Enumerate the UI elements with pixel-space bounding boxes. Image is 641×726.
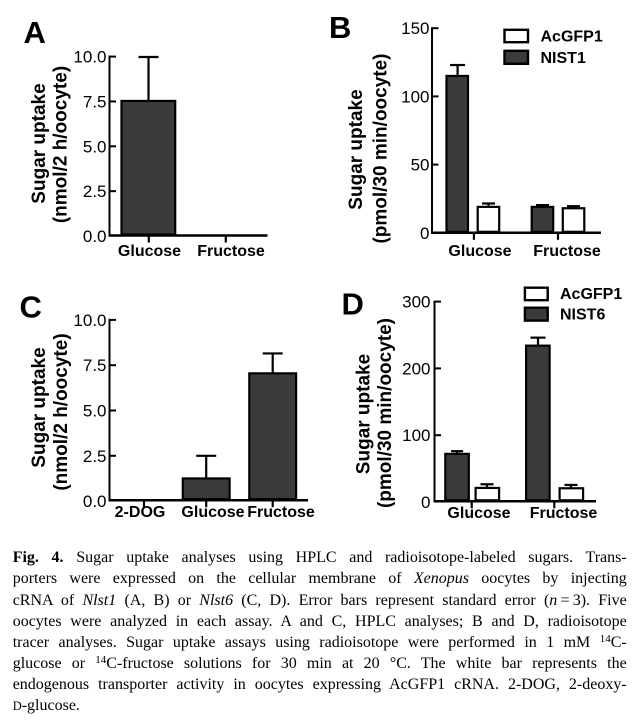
svg-text:200: 200 xyxy=(402,359,430,378)
svg-text:AcGFP1: AcGFP1 xyxy=(560,286,622,303)
svg-text:Sugar uptake: Sugar uptake xyxy=(29,347,50,467)
svg-text:Fructose: Fructose xyxy=(530,505,598,522)
svg-text:AcGFP1: AcGFP1 xyxy=(541,28,603,45)
svg-text:Fructose: Fructose xyxy=(533,243,601,260)
svg-text:Fructose: Fructose xyxy=(197,243,265,260)
svg-text:0.0: 0.0 xyxy=(83,492,107,511)
svg-text:2.5: 2.5 xyxy=(83,182,107,201)
svg-text:(pmol/30 min/oocyte): (pmol/30 min/oocyte) xyxy=(371,53,392,243)
svg-text:Fructose: Fructose xyxy=(247,504,315,521)
svg-text:2.5: 2.5 xyxy=(83,447,107,466)
svg-text:5.0: 5.0 xyxy=(83,137,107,156)
svg-text:Sugar uptake: Sugar uptake xyxy=(354,354,375,474)
svg-text:Sugar uptake: Sugar uptake xyxy=(346,89,367,209)
svg-text:Glucose: Glucose xyxy=(181,504,244,521)
svg-text:Glucose: Glucose xyxy=(118,243,181,260)
svg-text:150: 150 xyxy=(401,19,429,38)
svg-text:7.5: 7.5 xyxy=(83,92,107,111)
svg-text:2-DOG: 2-DOG xyxy=(115,504,166,521)
svg-text:100: 100 xyxy=(402,426,430,445)
svg-text:NIST6: NIST6 xyxy=(560,307,605,324)
svg-text:5.0: 5.0 xyxy=(83,402,107,421)
svg-text:(nmol/2 h/oocyte): (nmol/2 h/oocyte) xyxy=(51,66,72,223)
svg-text:50: 50 xyxy=(411,156,430,175)
svg-text:Sugar uptake: Sugar uptake xyxy=(29,83,50,203)
svg-text:7.5: 7.5 xyxy=(83,356,107,375)
svg-text:(pmol/30 min/oocyte): (pmol/30 min/oocyte) xyxy=(375,318,396,508)
svg-text:10.0: 10.0 xyxy=(73,311,106,330)
svg-text:Glucose: Glucose xyxy=(448,243,511,260)
svg-text:0.0: 0.0 xyxy=(83,227,107,246)
svg-text:100: 100 xyxy=(401,87,429,106)
svg-text:300: 300 xyxy=(402,293,430,312)
svg-text:(nmol/2 h/oocyte): (nmol/2 h/oocyte) xyxy=(51,333,72,490)
svg-text:NIST1: NIST1 xyxy=(541,50,586,67)
svg-text:10.0: 10.0 xyxy=(73,48,106,67)
svg-text:C: C xyxy=(20,290,42,325)
svg-text:D: D xyxy=(342,287,364,322)
svg-text:A: A xyxy=(24,15,46,50)
svg-text:0: 0 xyxy=(420,224,429,243)
svg-text:0: 0 xyxy=(421,493,430,512)
svg-text:B: B xyxy=(329,10,351,45)
svg-text:Glucose: Glucose xyxy=(447,505,510,522)
